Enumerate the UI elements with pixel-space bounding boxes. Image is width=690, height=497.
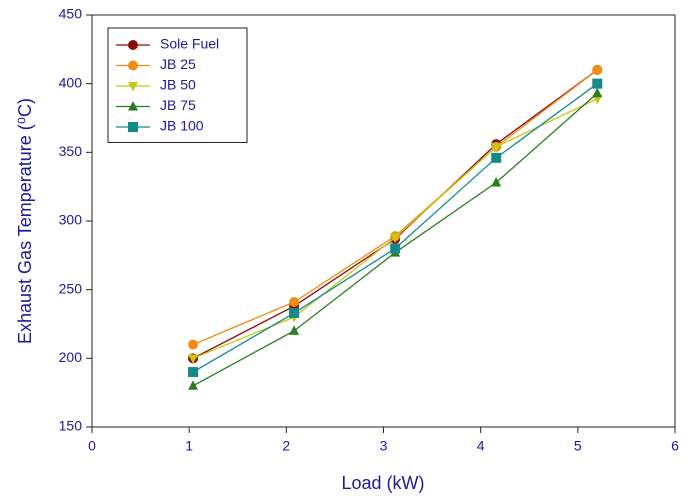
y-tick-label: 400 bbox=[59, 74, 83, 90]
x-tick-label: 4 bbox=[477, 438, 485, 454]
marker bbox=[491, 152, 502, 163]
legend-marker bbox=[128, 122, 138, 132]
marker bbox=[491, 142, 502, 153]
y-axis-title: Exhaust Gas Temperature (⁰C) bbox=[15, 98, 35, 344]
y-tick-label: 450 bbox=[59, 6, 83, 22]
marker bbox=[592, 87, 603, 98]
legend-label: JB 25 bbox=[160, 56, 196, 72]
y-tick-label: 150 bbox=[59, 418, 83, 434]
series-line bbox=[192, 69, 598, 359]
x-tick-label: 5 bbox=[574, 438, 582, 454]
legend-marker bbox=[128, 101, 138, 111]
legend-marker bbox=[128, 40, 138, 50]
x-tick-label: 2 bbox=[282, 438, 290, 454]
legend-marker bbox=[128, 82, 138, 92]
y-tick-label: 350 bbox=[59, 143, 83, 159]
legend-label: JB 50 bbox=[160, 77, 196, 93]
y-tick-label: 250 bbox=[59, 280, 83, 296]
x-axis-title: Load (kW) bbox=[341, 473, 424, 493]
marker bbox=[592, 64, 603, 75]
y-tick-label: 200 bbox=[59, 349, 83, 365]
marker bbox=[491, 177, 502, 187]
marker bbox=[188, 354, 199, 364]
series-line bbox=[192, 69, 598, 346]
marker bbox=[188, 380, 199, 390]
marker bbox=[289, 325, 300, 335]
legend-label: JB 75 bbox=[160, 97, 196, 113]
marker bbox=[390, 243, 401, 254]
y-tick-label: 300 bbox=[59, 212, 83, 228]
x-tick-label: 1 bbox=[185, 438, 193, 454]
marker bbox=[289, 297, 300, 308]
marker bbox=[592, 78, 603, 89]
marker bbox=[289, 308, 300, 319]
legend-label: JB 100 bbox=[160, 118, 204, 134]
x-tick-label: 3 bbox=[380, 438, 388, 454]
marker bbox=[390, 233, 401, 243]
marker bbox=[188, 367, 199, 378]
x-tick-label: 0 bbox=[88, 438, 96, 454]
legend-marker bbox=[128, 60, 138, 71]
x-tick-label: 6 bbox=[671, 438, 679, 454]
legend-label: Sole Fuel bbox=[160, 36, 219, 52]
marker bbox=[188, 339, 199, 350]
